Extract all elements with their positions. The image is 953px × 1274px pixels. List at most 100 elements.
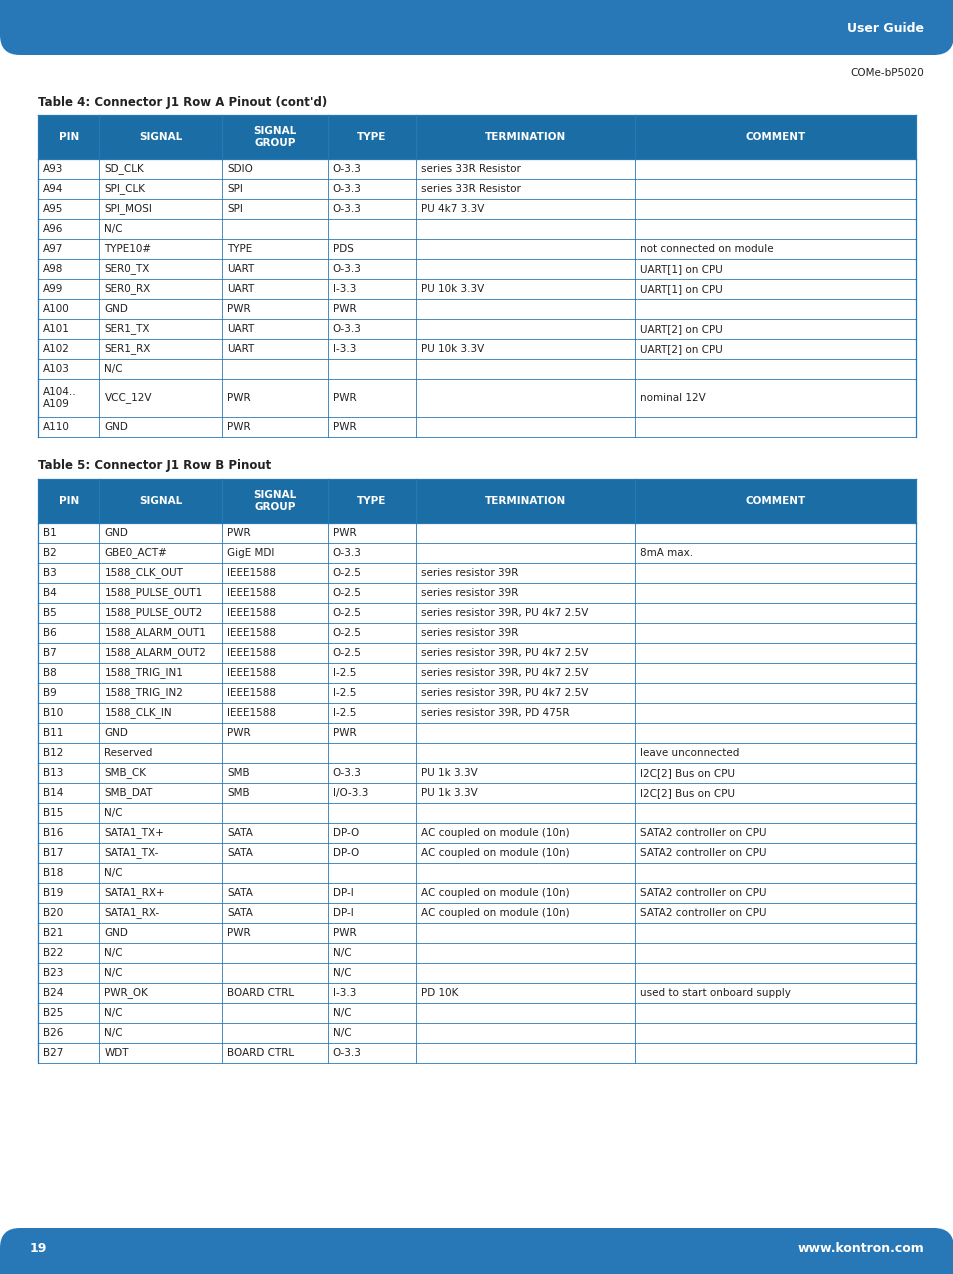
Bar	[38, 662, 915, 683]
Text: B17: B17	[43, 848, 63, 857]
Text: B11: B11	[43, 727, 63, 738]
Bar	[38, 299, 915, 318]
Text: I/O-3.3: I/O-3.3	[333, 789, 368, 798]
Text: leave unconnected: leave unconnected	[639, 748, 739, 758]
Text: SATA: SATA	[227, 848, 253, 857]
Text: TYPE: TYPE	[227, 245, 253, 254]
Text: COMMENT: COMMENT	[744, 496, 804, 506]
Text: series 33R Resistor: series 33R Resistor	[420, 164, 520, 175]
Text: GND: GND	[104, 527, 129, 538]
Text: B23: B23	[43, 968, 63, 978]
Text: IEEE1588: IEEE1588	[227, 568, 276, 578]
Text: SATA1_TX+: SATA1_TX+	[104, 828, 164, 838]
Text: N/C: N/C	[104, 1008, 123, 1018]
Text: SD_CLK: SD_CLK	[104, 163, 144, 175]
Text: not connected on module: not connected on module	[639, 245, 773, 254]
Text: PWR_OK: PWR_OK	[104, 987, 148, 999]
Text: SATA2 controller on CPU: SATA2 controller on CPU	[639, 888, 766, 898]
Text: B4: B4	[43, 589, 56, 598]
Text: O-2.5: O-2.5	[333, 648, 361, 657]
Bar	[38, 763, 915, 784]
Text: I-3.3: I-3.3	[333, 284, 355, 294]
Text: series resistor 39R, PD 475R: series resistor 39R, PD 475R	[420, 708, 568, 719]
Text: SATA: SATA	[227, 908, 253, 919]
Text: N/C: N/C	[333, 948, 351, 958]
Text: 1588_CLK_OUT: 1588_CLK_OUT	[104, 567, 183, 578]
Bar	[38, 339, 915, 359]
Bar	[38, 883, 915, 903]
Text: O-3.3: O-3.3	[333, 183, 361, 194]
Text: GND: GND	[104, 927, 129, 938]
Text: SER0_TX: SER0_TX	[104, 264, 150, 274]
Text: Reserved: Reserved	[104, 748, 152, 758]
Text: UART: UART	[227, 264, 254, 274]
Text: A110: A110	[43, 422, 70, 432]
Text: B26: B26	[43, 1028, 63, 1038]
Text: I2C[2] Bus on CPU: I2C[2] Bus on CPU	[639, 789, 734, 798]
Text: B16: B16	[43, 828, 63, 838]
Text: PWR: PWR	[227, 927, 251, 938]
Text: SATA2 controller on CPU: SATA2 controller on CPU	[639, 908, 766, 919]
Text: N/C: N/C	[104, 868, 123, 878]
Text: SIGNAL
GROUP: SIGNAL GROUP	[253, 490, 296, 512]
Bar	[38, 724, 915, 743]
Text: series resistor 39R, PU 4k7 2.5V: series resistor 39R, PU 4k7 2.5V	[420, 668, 587, 678]
Text: N/C: N/C	[104, 968, 123, 978]
Text: 8mA max.: 8mA max.	[639, 548, 693, 558]
Text: B15: B15	[43, 808, 63, 818]
Text: B7: B7	[43, 648, 56, 657]
Bar	[38, 563, 915, 583]
Text: PWR: PWR	[333, 527, 356, 538]
Text: UART[1] on CPU: UART[1] on CPU	[639, 284, 722, 294]
Text: SATA1_RX-: SATA1_RX-	[104, 907, 159, 919]
Text: B5: B5	[43, 608, 56, 618]
Text: series resistor 39R: series resistor 39R	[420, 628, 517, 638]
Text: GigE MDI: GigE MDI	[227, 548, 274, 558]
Text: IEEE1588: IEEE1588	[227, 628, 276, 638]
Text: PU 4k7 3.3V: PU 4k7 3.3V	[420, 204, 483, 214]
Bar	[38, 843, 915, 862]
Text: VCC_12V: VCC_12V	[104, 392, 152, 404]
Text: UART: UART	[227, 344, 254, 354]
Text: I-3.3: I-3.3	[333, 989, 355, 998]
Text: 1588_PULSE_OUT2: 1588_PULSE_OUT2	[104, 608, 202, 618]
Text: A96: A96	[43, 224, 63, 234]
Text: used to start onboard supply: used to start onboard supply	[639, 989, 790, 998]
Bar	[38, 743, 915, 763]
Text: SATA2 controller on CPU: SATA2 controller on CPU	[639, 848, 766, 857]
Text: O-3.3: O-3.3	[333, 264, 361, 274]
Text: O-3.3: O-3.3	[333, 204, 361, 214]
Bar	[38, 219, 915, 240]
Text: B8: B8	[43, 668, 56, 678]
Text: PWR: PWR	[333, 927, 356, 938]
Text: SATA: SATA	[227, 888, 253, 898]
Text: O-3.3: O-3.3	[333, 324, 361, 334]
Bar	[38, 1043, 915, 1063]
Text: PIN: PIN	[58, 132, 79, 141]
Text: I-3.3: I-3.3	[333, 344, 355, 354]
Text: A101: A101	[43, 324, 70, 334]
Text: PWR: PWR	[227, 392, 251, 403]
Text: PU 1k 3.3V: PU 1k 3.3V	[420, 768, 476, 778]
Bar	[38, 922, 915, 943]
Text: 1588_TRIG_IN2: 1588_TRIG_IN2	[104, 688, 183, 698]
Text: TYPE10#: TYPE10#	[104, 245, 152, 254]
Text: N/C: N/C	[333, 1008, 351, 1018]
Text: IEEE1588: IEEE1588	[227, 589, 276, 598]
Text: I2C[2] Bus on CPU: I2C[2] Bus on CPU	[639, 768, 734, 778]
Bar	[38, 1003, 915, 1023]
Text: PU 10k 3.3V: PU 10k 3.3V	[420, 344, 483, 354]
Text: SER0_RX: SER0_RX	[104, 284, 151, 294]
Bar	[38, 984, 915, 1003]
Text: GBE0_ACT#: GBE0_ACT#	[104, 548, 167, 558]
Text: PWR: PWR	[227, 727, 251, 738]
Text: DP-I: DP-I	[333, 888, 354, 898]
Text: A103: A103	[43, 364, 70, 375]
Bar	[38, 259, 915, 279]
Text: B12: B12	[43, 748, 63, 758]
Text: BOARD CTRL: BOARD CTRL	[227, 1049, 294, 1057]
Text: IEEE1588: IEEE1588	[227, 688, 276, 698]
Text: A100: A100	[43, 304, 70, 313]
Text: N/C: N/C	[104, 948, 123, 958]
Bar	[38, 524, 915, 543]
